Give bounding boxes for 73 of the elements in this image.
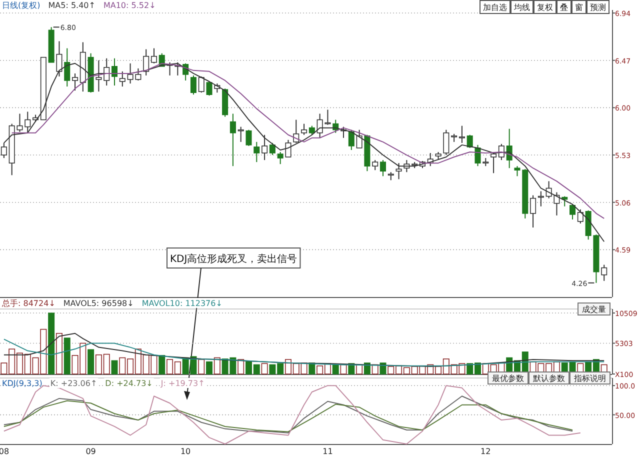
bar: [64, 338, 70, 374]
annotation: 预测: [590, 3, 606, 12]
bar: [238, 359, 244, 374]
bar: [48, 312, 55, 374]
candlestick: [466, 134, 473, 148]
text: MAVOL5: 96598↓: [63, 299, 134, 308]
bar: [340, 364, 347, 374]
candlestick: [490, 151, 497, 174]
candlestick: [206, 81, 212, 96]
bar: [111, 360, 118, 374]
annotation: 最优参数: [492, 374, 524, 383]
text: MA5: 5.40↑: [48, 1, 96, 10]
candlestick: [514, 166, 520, 177]
candlestick: [443, 129, 450, 156]
annotation: KDJ高位形成死叉，卖出信号: [170, 253, 298, 265]
text: D: +24.73↓: [105, 379, 153, 388]
candlestick: [458, 125, 465, 144]
candlestick: [119, 70, 126, 88]
series-label: K: +23.06↑: [50, 379, 98, 388]
annotation: 窗: [575, 3, 583, 12]
candlestick: [530, 194, 536, 228]
candlestick: [262, 134, 268, 161]
candlestick: [474, 144, 481, 167]
candlestick: [301, 123, 308, 136]
candlestick: [285, 139, 292, 158]
series-label: 总手: 84724↓: [1, 299, 56, 308]
candlestick: [72, 72, 78, 92]
bar: [206, 361, 213, 374]
candlestick: [269, 142, 276, 156]
chart-title: KDJ(9,3,3): [2, 379, 42, 388]
candlestick: [293, 119, 300, 144]
candlestick: [308, 125, 315, 136]
candlestick: [577, 208, 584, 224]
annotation: 指标说明: [573, 374, 606, 383]
bar: [56, 332, 62, 374]
x-tick-label: 10: [180, 447, 191, 455]
candlestick: [396, 162, 402, 180]
candlestick: [380, 160, 386, 177]
bar: [88, 349, 94, 374]
candlestick: [356, 129, 362, 148]
series-label: J: +19.73↑: [160, 379, 205, 388]
candlestick: [24, 111, 31, 134]
text: MA10: 5.52↓: [103, 1, 156, 10]
candlestick: [150, 48, 157, 64]
candlestick: [190, 74, 196, 96]
candlestick: [254, 141, 260, 163]
candlestick: [570, 204, 576, 220]
candlestick: [246, 129, 252, 146]
x-tick-label: 12: [480, 447, 491, 455]
candlestick: [198, 76, 204, 94]
bar: [261, 363, 268, 374]
bar: [214, 357, 220, 374]
bar: [198, 359, 205, 374]
annotation: 叠: [560, 3, 568, 12]
candlestick: [372, 160, 378, 171]
bar: [332, 364, 339, 374]
chart-title: 日线(复权): [2, 1, 40, 10]
annotation: 默认参数: [532, 374, 565, 383]
annotation: 成交量: [582, 305, 606, 314]
candlestick: [348, 129, 354, 150]
x-tick-label: 11: [322, 447, 333, 455]
candlestick: [111, 58, 118, 86]
x-tick-label: 09: [86, 447, 96, 455]
annotation: 加自选: [483, 3, 507, 12]
candlestick: [277, 151, 284, 165]
candlestick: [64, 48, 70, 88]
text: MAVOL10: 112376↓: [142, 299, 222, 308]
annotation: 复权: [537, 3, 553, 12]
annotation: 均线: [513, 3, 530, 12]
candlestick: [230, 113, 236, 167]
bar: [158, 355, 166, 374]
candlestick: [601, 264, 608, 282]
candlestick: [498, 143, 504, 161]
